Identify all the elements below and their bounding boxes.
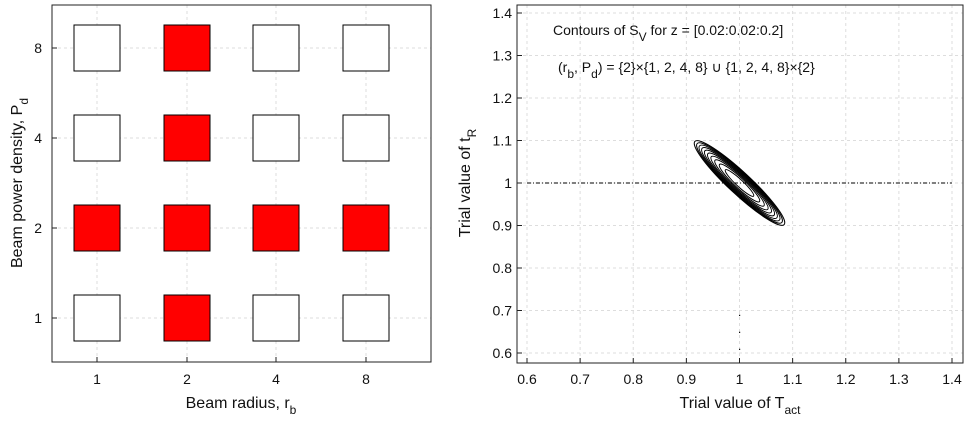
x-tick-label: 1: [93, 371, 101, 387]
x-tick-label: 1.4: [942, 371, 962, 387]
contour-line: [693, 140, 786, 226]
subscript: b: [290, 403, 297, 417]
subscript: b: [567, 67, 574, 81]
contour-title: Contours of SV for z = [0.02:0.02:0.2]: [553, 22, 783, 44]
x-tick-label: 0.7: [570, 371, 590, 387]
unselected-cell: [342, 24, 390, 72]
x-tick-label: 4: [272, 371, 280, 387]
marker-dot: [739, 348, 741, 350]
unselected-cell: [342, 294, 390, 342]
unselected-cell: [342, 114, 390, 162]
contour-line: [698, 144, 781, 222]
subscript: V: [639, 30, 647, 44]
subscript: act: [784, 403, 801, 417]
selected-cell: [163, 294, 211, 342]
y-tick-label: 2: [34, 220, 42, 236]
contour-line: [710, 155, 769, 211]
right-axes-box: [516, 4, 964, 364]
y-tick-label: 0.8: [493, 260, 513, 276]
y-tick-label: 1.4: [493, 5, 513, 21]
x-tick-label: 8: [362, 371, 370, 387]
y-tick-label: 1: [34, 310, 42, 326]
x-axis-label: Beam radius, rb: [186, 395, 297, 417]
contour-subtitle: (rb, Pd) = {2}×{1, 2, 4, 8} ∪ {1, 2, 4, …: [558, 59, 815, 81]
contour-line: [724, 169, 755, 197]
y-tick-label: 0.9: [493, 218, 513, 234]
text-part: (r: [558, 59, 568, 75]
subscript: d: [591, 67, 598, 81]
x-axis-label: Trial value of Tact: [680, 395, 802, 417]
unselected-cell: [252, 24, 300, 72]
unselected-cell: [252, 294, 300, 342]
contour-line: [707, 152, 772, 214]
unselected-cell: [252, 114, 300, 162]
text-part: Trial value of T: [680, 395, 785, 412]
y-axis-label: Trial value of tR: [457, 128, 479, 237]
contour-line: [696, 142, 783, 224]
y-tick-label: 1.1: [493, 133, 513, 149]
x-tick-label: 0.6: [517, 371, 537, 387]
selected-cell: [73, 204, 121, 252]
y-tick-label: 1.3: [493, 48, 513, 64]
marker-dot: [739, 314, 741, 316]
y-axis-label: Beam power density, Pd: [9, 98, 31, 268]
y-tick-label: 4: [34, 130, 42, 146]
contour-line: [703, 149, 776, 217]
x-tick-label: 0.8: [624, 371, 644, 387]
subscript: d: [17, 98, 31, 105]
x-tick-label: 1.1: [783, 371, 803, 387]
x-tick-label: 1.3: [889, 371, 909, 387]
contour-line: [718, 163, 761, 203]
y-tick-label: 8: [34, 40, 42, 56]
text-part: Beam radius, r: [186, 395, 291, 412]
marker-dot: [739, 331, 741, 333]
selected-cell: [163, 114, 211, 162]
contour-line: [714, 159, 765, 207]
y-tick-label: 0.6: [493, 345, 513, 361]
y-tick-label: 1.2: [493, 90, 513, 106]
selected-cell: [163, 204, 211, 252]
unselected-cell: [73, 24, 121, 72]
text-part: Contours of S: [553, 22, 639, 38]
x-tick-label: 0.9: [677, 371, 697, 387]
unselected-cell: [73, 294, 121, 342]
x-tick-label: 1: [736, 371, 744, 387]
x-tick-label: 2: [183, 371, 191, 387]
text-part: , P: [574, 59, 591, 75]
subscript: R: [465, 128, 479, 137]
unselected-cell: [73, 114, 121, 162]
selected-cell: [252, 204, 300, 252]
contour-line: [701, 147, 778, 219]
left-axes-box: [51, 4, 432, 363]
text-part: Beam power density, P: [9, 105, 26, 268]
text-part: ) = {2}×{1, 2, 4, 8} ∪ {1, 2, 4, 8}×{2}: [598, 59, 815, 75]
y-tick-label: 1: [504, 175, 512, 191]
text-part: Trial value of t: [457, 137, 474, 237]
selected-cell: [342, 204, 390, 252]
x-tick-label: 1.2: [836, 371, 856, 387]
text-part: for z = [0.02:0.02:0.2]: [647, 22, 784, 38]
y-tick-label: 0.7: [493, 303, 513, 319]
selected-cell: [163, 24, 211, 72]
